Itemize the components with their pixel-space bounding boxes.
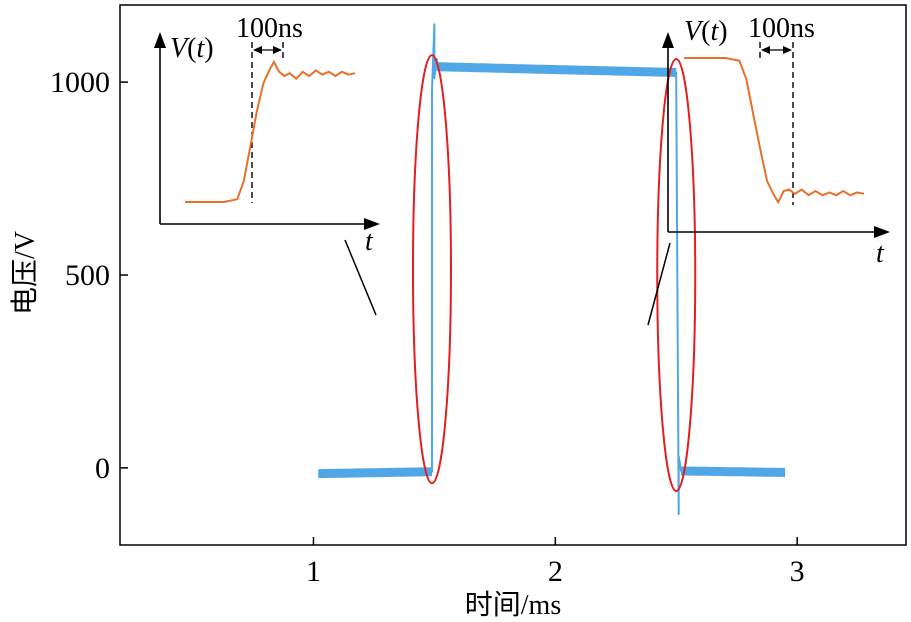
x-tick-label: 2 xyxy=(548,555,563,588)
inset-fall-y-arrow-icon xyxy=(662,32,674,48)
zoom-line-right xyxy=(647,242,671,326)
x-axis-title: 时间/ms xyxy=(465,589,561,621)
y-axis-ticks: 0 500 1000 xyxy=(50,66,128,485)
x-tick-label: 3 xyxy=(790,555,805,588)
inset-fall-x-arrow-icon xyxy=(874,226,890,238)
x-axis-ticks: 1 2 3 xyxy=(306,537,805,588)
inset-fall-x-label: t xyxy=(876,238,885,269)
inset-rise-waveform xyxy=(185,59,356,203)
inset-rise-y-arg: t xyxy=(196,33,205,64)
inset-rise-y-arrow-icon xyxy=(154,32,166,48)
inset-rise-y-label: V(t) xyxy=(170,33,214,64)
falling-edge-ellipse xyxy=(656,58,697,492)
inset-fall-y-arg: t xyxy=(710,16,719,47)
zoom-line-left xyxy=(344,239,377,316)
y-tick-label: 0 xyxy=(95,452,110,485)
inset-fall-dim-arrow-left-icon xyxy=(761,46,770,54)
series-line xyxy=(318,23,786,516)
inset-rise-x-label: t xyxy=(365,226,374,257)
inset-fall-waveform xyxy=(684,57,865,205)
inset-rise: V(t) t 100ns xyxy=(154,13,380,257)
inset-fall-y-label: V(t) xyxy=(684,16,728,47)
rising-edge-ellipse xyxy=(411,54,452,485)
inset-fall: V(t) t 100ns xyxy=(662,13,890,269)
voltage-series xyxy=(318,23,786,516)
x-tick-label: 1 xyxy=(306,555,321,588)
inset-fall-dim-arrow-right-icon xyxy=(783,46,792,54)
inset-fall-y-var: V xyxy=(684,16,704,47)
y-axis-title: 电压/V xyxy=(9,231,41,315)
series-band-low-2 xyxy=(680,466,786,477)
inset-rise-annotation: 100ns xyxy=(236,13,303,44)
inset-rise-y-var: V xyxy=(170,33,190,64)
plot-frame xyxy=(119,4,907,546)
y-tick-label: 1000 xyxy=(50,66,110,99)
highlight-layer xyxy=(411,54,697,492)
inset-rise-dim-arrow-right-icon xyxy=(273,46,282,54)
inset-rise-dim-arrow-left-icon xyxy=(253,46,262,54)
y-tick-label: 500 xyxy=(65,259,110,292)
inset-fall-annotation: 100ns xyxy=(748,13,815,44)
inset-rise-x-arrow-icon xyxy=(364,218,380,230)
series-band-high xyxy=(436,62,677,77)
series-band-low-1 xyxy=(318,467,432,479)
